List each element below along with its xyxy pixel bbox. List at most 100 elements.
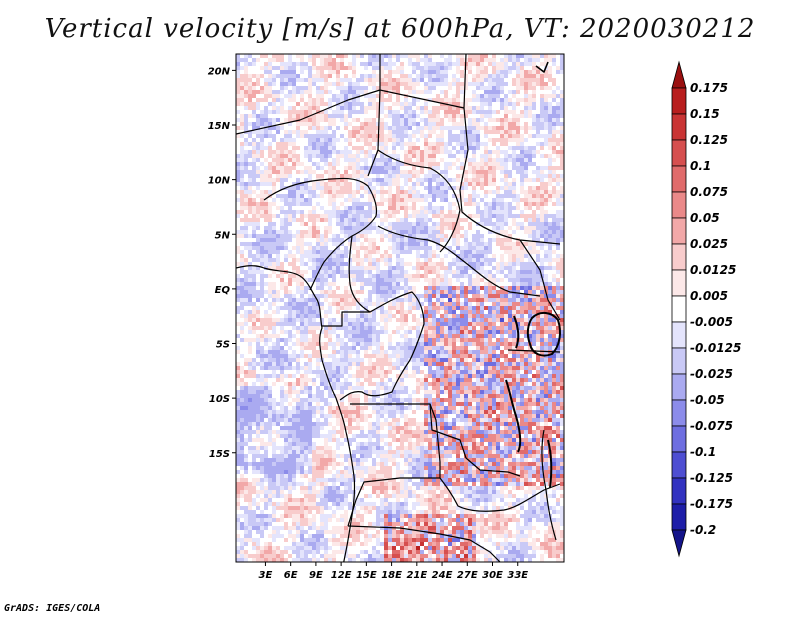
field-cell bbox=[476, 146, 480, 150]
field-cell bbox=[424, 198, 428, 202]
field-cell bbox=[528, 362, 532, 366]
field-cell bbox=[344, 350, 348, 354]
field-cell bbox=[284, 330, 288, 334]
field-cell bbox=[544, 302, 548, 306]
field-cell bbox=[552, 266, 556, 270]
field-cell bbox=[392, 90, 396, 94]
field-cell bbox=[288, 202, 292, 206]
field-cell bbox=[388, 202, 392, 206]
field-cell bbox=[404, 210, 408, 214]
field-cell bbox=[504, 366, 508, 370]
field-cell bbox=[360, 330, 364, 334]
field-cell bbox=[392, 230, 396, 234]
field-cell bbox=[412, 122, 416, 126]
field-cell bbox=[440, 230, 444, 234]
field-cell bbox=[348, 66, 352, 70]
field-cell bbox=[404, 126, 408, 130]
field-cell bbox=[396, 158, 400, 162]
field-cell bbox=[388, 234, 392, 238]
field-cell bbox=[460, 250, 464, 254]
field-cell bbox=[308, 66, 312, 70]
field-cell bbox=[504, 150, 508, 154]
field-cell bbox=[236, 190, 240, 194]
field-cell bbox=[372, 238, 376, 242]
field-cell bbox=[448, 138, 452, 142]
field-cell bbox=[268, 190, 272, 194]
field-cell bbox=[352, 274, 356, 278]
field-cell bbox=[352, 94, 356, 98]
field-cell bbox=[396, 126, 400, 130]
field-cell bbox=[268, 162, 272, 166]
field-cell bbox=[276, 274, 280, 278]
field-cell bbox=[428, 318, 432, 322]
field-cell bbox=[488, 58, 492, 62]
field-cell bbox=[548, 286, 552, 290]
field-cell bbox=[264, 170, 268, 174]
field-cell bbox=[504, 194, 508, 198]
field-cell bbox=[528, 222, 532, 226]
field-cell bbox=[504, 238, 508, 242]
field-cell bbox=[312, 142, 316, 146]
field-cell bbox=[356, 206, 360, 210]
field-cell bbox=[528, 98, 532, 102]
field-cell bbox=[272, 74, 276, 78]
field-cell bbox=[268, 170, 272, 174]
field-cell bbox=[424, 86, 428, 90]
field-cell bbox=[304, 242, 308, 246]
field-cell bbox=[532, 238, 536, 242]
field-cell bbox=[416, 278, 420, 282]
field-cell bbox=[252, 226, 256, 230]
field-cell bbox=[272, 126, 276, 130]
field-cell bbox=[328, 354, 332, 358]
field-cell bbox=[456, 166, 460, 170]
field-cell bbox=[552, 58, 556, 62]
field-cell bbox=[312, 254, 316, 258]
field-cell bbox=[480, 326, 484, 330]
field-cell bbox=[476, 338, 480, 342]
field-cell bbox=[244, 126, 248, 130]
field-cell bbox=[312, 334, 316, 338]
field-cell bbox=[400, 138, 404, 142]
field-cell bbox=[496, 290, 500, 294]
field-cell bbox=[308, 118, 312, 122]
field-cell bbox=[420, 234, 424, 238]
field-cell bbox=[368, 122, 372, 126]
field-cell bbox=[496, 66, 500, 70]
field-cell bbox=[356, 146, 360, 150]
field-cell bbox=[248, 250, 252, 254]
field-cell bbox=[352, 194, 356, 198]
field-cell bbox=[556, 306, 560, 310]
field-cell bbox=[560, 358, 564, 362]
field-cell bbox=[264, 118, 268, 122]
field-cell bbox=[436, 346, 440, 350]
field-cell bbox=[496, 318, 500, 322]
field-cell bbox=[448, 102, 452, 106]
field-cell bbox=[348, 62, 352, 66]
field-cell bbox=[548, 54, 552, 58]
field-cell bbox=[464, 234, 468, 238]
field-cell bbox=[544, 222, 548, 226]
field-cell bbox=[416, 322, 420, 326]
field-cell bbox=[416, 62, 420, 66]
field-cell bbox=[372, 290, 376, 294]
field-cell bbox=[500, 210, 504, 214]
field-cell bbox=[260, 202, 264, 206]
field-cell bbox=[484, 342, 488, 346]
field-cell bbox=[484, 94, 488, 98]
field-cell bbox=[340, 86, 344, 90]
field-cell bbox=[560, 354, 564, 358]
field-cell bbox=[516, 206, 520, 210]
field-cell bbox=[488, 170, 492, 174]
field-cell bbox=[348, 238, 352, 242]
field-cell bbox=[444, 330, 448, 334]
field-cell bbox=[472, 138, 476, 142]
field-cell bbox=[404, 366, 408, 370]
field-cell bbox=[444, 290, 448, 294]
field-cell bbox=[248, 198, 252, 202]
field-cell bbox=[260, 282, 264, 286]
field-cell bbox=[340, 54, 344, 58]
field-cell bbox=[520, 198, 524, 202]
field-cell bbox=[284, 70, 288, 74]
field-cell bbox=[524, 322, 528, 326]
field-cell bbox=[376, 290, 380, 294]
